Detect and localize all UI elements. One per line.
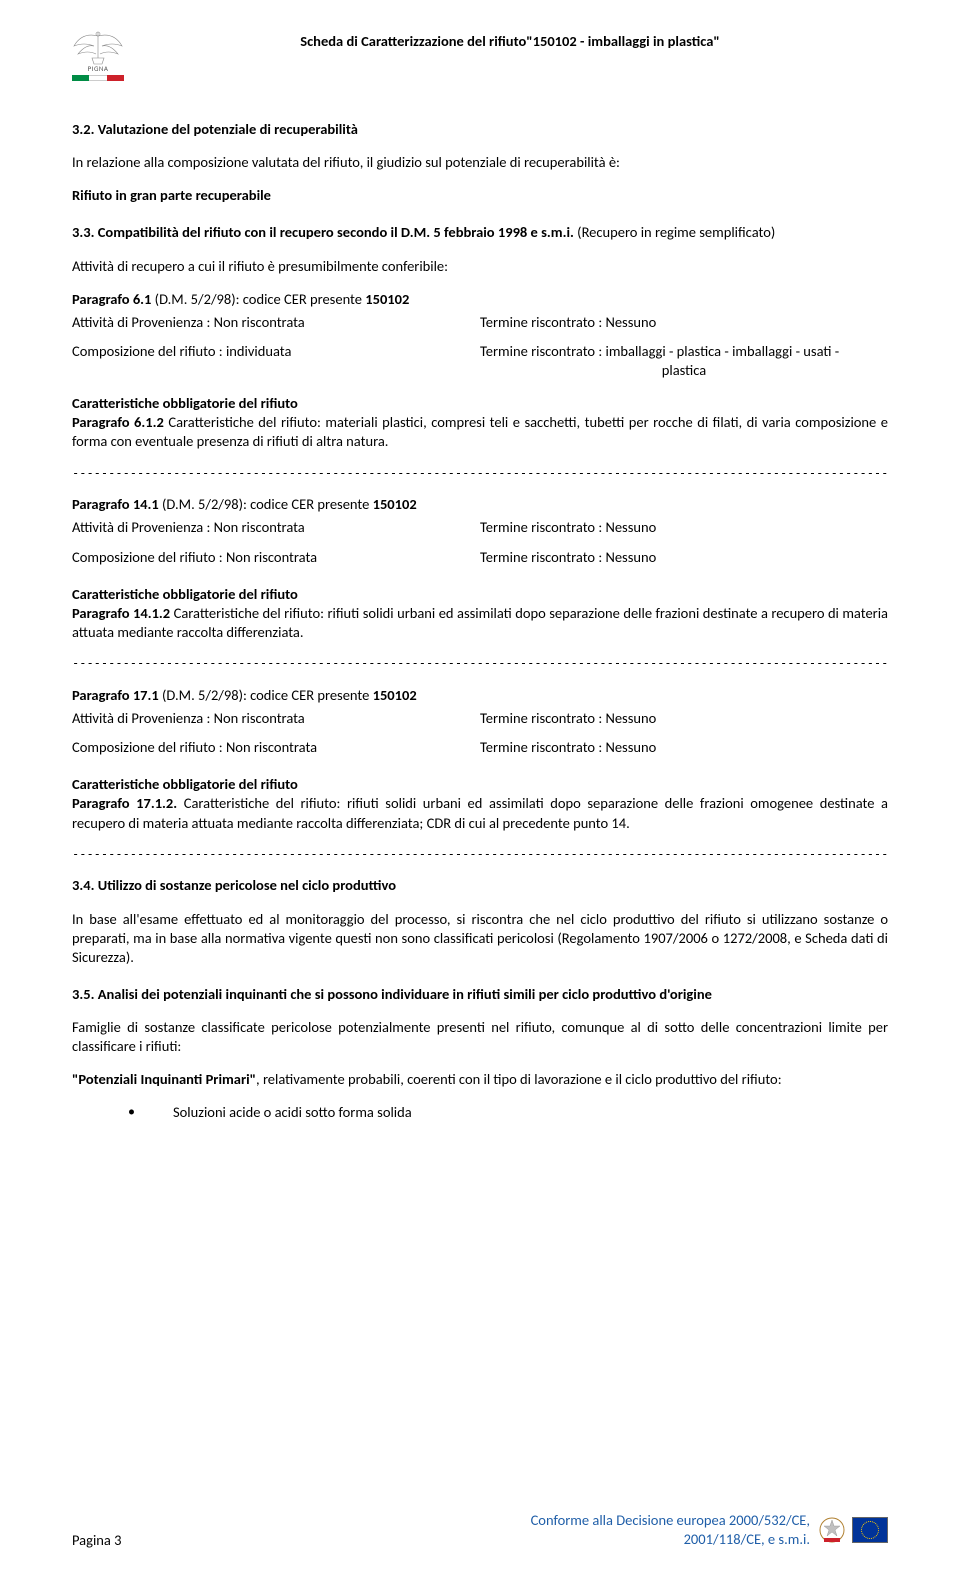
p171-head-pre: Paragrafo 17.1 bbox=[72, 686, 159, 704]
p141-prov-r: Termine riscontrato : Nessuno bbox=[480, 518, 888, 537]
logo-pigna: PIGNA bbox=[72, 28, 124, 92]
p61-car-title: Caratteristiche obbligatorie del rifiuto bbox=[72, 394, 888, 413]
p141-car-body: Paragrafo 14.1.2 Caratteristiche del rif… bbox=[72, 604, 888, 642]
p61-heading: Paragrafo 6.1 (D.M. 5/2/98): codice CER … bbox=[72, 290, 888, 309]
page-title: Scheda di Caratterizzazione del rifiuto"… bbox=[132, 28, 888, 50]
p61-prov-r: Termine riscontrato : Nessuno bbox=[480, 313, 888, 332]
p141-prov-l: Attività di Provenienza : Non riscontrat… bbox=[72, 518, 480, 537]
footer-right: Conforme alla Decisione europea 2000/532… bbox=[531, 1511, 888, 1549]
flag-icon bbox=[72, 75, 124, 81]
section-3-2-result: Rifiuto in gran parte recuperabile bbox=[72, 186, 888, 205]
p141-head-post: (D.M. 5/2/98): codice CER presente bbox=[159, 495, 373, 513]
p171-prov-row: Attività di Provenienza : Non riscontrat… bbox=[72, 709, 888, 728]
document-body: 3.2. Valutazione del potenziale di recup… bbox=[72, 120, 888, 1123]
p171-car-title: Caratteristiche obbligatorie del rifiuto bbox=[72, 775, 888, 794]
p171-comp-r: Termine riscontrato : Nessuno bbox=[480, 738, 888, 757]
section-3-4-body: In base all'esame effettuato ed al monit… bbox=[72, 910, 888, 967]
bullet-row: • Soluzioni acide o acidi sotto forma so… bbox=[72, 1103, 888, 1122]
document-footer: Pagina 3 Conforme alla Decisione europea… bbox=[72, 1511, 888, 1549]
separator-1: ----------------------------------------… bbox=[72, 466, 888, 482]
p171-heading: Paragrafo 17.1 (D.M. 5/2/98): codice CER… bbox=[72, 686, 888, 705]
p61-comp-l: Composizione del rifiuto : individuata bbox=[72, 342, 480, 380]
p141-comp-r: Termine riscontrato : Nessuno bbox=[480, 548, 888, 567]
primari-pre: "Potenziali Inquinanti Primari" bbox=[72, 1070, 256, 1088]
p61-comp-r2: plastica bbox=[480, 361, 888, 380]
p141-head-pre: Paragrafo 14.1 bbox=[72, 495, 159, 513]
p171-head-code: 150102 bbox=[373, 686, 417, 704]
section-3-3-attivita: Attività di recupero a cui il rifiuto è … bbox=[72, 257, 888, 276]
p61-comp-r1: Termine riscontrato : imballaggi - plast… bbox=[480, 342, 888, 361]
p171-car-body-text: Caratteristiche del rifiuto: rifiuti sol… bbox=[72, 794, 888, 831]
p141-comp-l: Composizione del rifiuto : Non riscontra… bbox=[72, 548, 480, 567]
section-3-5-primari: "Potenziali Inquinanti Primari", relativ… bbox=[72, 1070, 888, 1089]
section-3-3-title: 3.3. Compatibilità del rifiuto con il re… bbox=[72, 223, 888, 242]
p61-comp-row: Composizione del rifiuto : individuata T… bbox=[72, 342, 888, 380]
bullet-text: Soluzioni acide o acidi sotto forma soli… bbox=[173, 1103, 412, 1122]
eagle-icon bbox=[72, 28, 124, 66]
bullet-icon: • bbox=[128, 1103, 135, 1122]
p141-car-body-text: Caratteristiche del rifiuto: rifiuti sol… bbox=[72, 604, 888, 641]
p141-comp-row: Composizione del rifiuto : Non riscontra… bbox=[72, 548, 888, 567]
footer-line2: 2001/118/CE, e s.m.i. bbox=[531, 1530, 810, 1549]
p141-prov-row: Attività di Provenienza : Non riscontrat… bbox=[72, 518, 888, 537]
p61-head-pre: Paragrafo 6.1 bbox=[72, 290, 151, 308]
footer-right-text: Conforme alla Decisione europea 2000/532… bbox=[531, 1511, 810, 1549]
p171-car-body: Paragrafo 17.1.2. Caratteristiche del ri… bbox=[72, 794, 888, 832]
eu-flag-icon bbox=[852, 1517, 888, 1543]
primari-post: , relativamente probabili, coerenti con … bbox=[256, 1070, 782, 1088]
section-3-4-title: 3.4. Utilizzo di sostanze pericolose nel… bbox=[72, 876, 888, 895]
p61-prov-row: Attività di Provenienza : Non riscontrat… bbox=[72, 313, 888, 332]
separator-3: ----------------------------------------… bbox=[72, 847, 888, 863]
p61-car-body-text: Caratteristiche del rifiuto: materiali p… bbox=[72, 413, 888, 450]
italy-emblem-icon bbox=[818, 1516, 846, 1544]
section-3-5-title: 3.5. Analisi dei potenziali inquinanti c… bbox=[72, 985, 888, 1004]
p61-prov-l: Attività di Provenienza : Non riscontrat… bbox=[72, 313, 480, 332]
section-3-5-body: Famiglie di sostanze classificate perico… bbox=[72, 1018, 888, 1056]
p171-comp-l: Composizione del rifiuto : Non riscontra… bbox=[72, 738, 480, 757]
footer-line1: Conforme alla Decisione europea 2000/532… bbox=[531, 1511, 810, 1530]
footer-page: Pagina 3 bbox=[72, 1531, 121, 1549]
section-3-2-title: 3.2. Valutazione del potenziale di recup… bbox=[72, 120, 888, 139]
p141-car-title: Caratteristiche obbligatorie del rifiuto bbox=[72, 585, 888, 604]
p61-car-body: Paragrafo 6.1.2 Caratteristiche del rifi… bbox=[72, 413, 888, 451]
section-3-3-title-paren: (Recupero in regime semplificato) bbox=[577, 223, 775, 241]
p61-car-body-pre: Paragrafo 6.1.2 bbox=[72, 413, 164, 431]
p141-head-code: 150102 bbox=[373, 495, 417, 513]
p171-comp-row: Composizione del rifiuto : Non riscontra… bbox=[72, 738, 888, 757]
p141-heading: Paragrafo 14.1 (D.M. 5/2/98): codice CER… bbox=[72, 495, 888, 514]
section-3-3-title-main: 3.3. Compatibilità del rifiuto con il re… bbox=[72, 223, 577, 241]
separator-2: ----------------------------------------… bbox=[72, 656, 888, 672]
p141-car-body-pre: Paragrafo 14.1.2 bbox=[72, 604, 170, 622]
section-3-2-intro: In relazione alla composizione valutata … bbox=[72, 153, 888, 172]
p61-head-post: (D.M. 5/2/98): codice CER presente bbox=[151, 290, 365, 308]
document-header: PIGNA Scheda di Caratterizzazione del ri… bbox=[72, 28, 888, 92]
p61-comp-r: Termine riscontrato : imballaggi - plast… bbox=[480, 342, 888, 380]
p171-prov-l: Attività di Provenienza : Non riscontrat… bbox=[72, 709, 480, 728]
p171-head-post: (D.M. 5/2/98): codice CER presente bbox=[159, 686, 373, 704]
p171-car-body-pre: Paragrafo 17.1.2. bbox=[72, 794, 177, 812]
p171-prov-r: Termine riscontrato : Nessuno bbox=[480, 709, 888, 728]
p61-head-code: 150102 bbox=[365, 290, 409, 308]
